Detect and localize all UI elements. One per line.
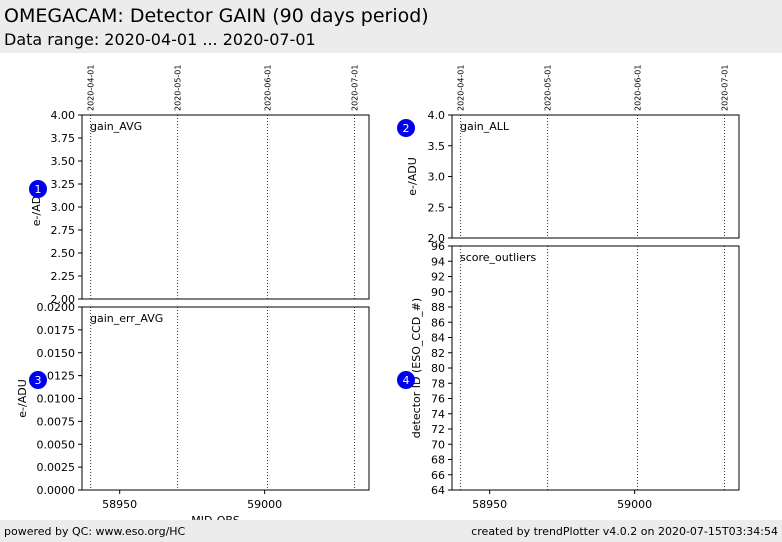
y-tick-label: 68 [431,454,445,467]
header-bar: OMEGACAM: Detector GAIN (90 days period)… [0,0,782,53]
axes-frame [81,306,370,491]
date-marker-label: 2020-04-01 [87,65,96,112]
axes-frame [451,114,740,239]
y-axis-label: detector ID (ESO_CCD_#) [410,298,423,438]
y-tick-label: 2.25 [51,270,76,283]
y-axis-label: e-/ADU [16,379,29,418]
y-tick-label: 2.5 [428,201,446,214]
panel-number-label: 3 [35,374,42,387]
panel-label: gain_err_AVG [90,312,163,325]
panel-label: gain_ALL [460,120,510,133]
y-tick-label: 84 [431,332,445,345]
y-tick-label: 78 [431,377,445,390]
y-tick-label: 3.0 [428,171,446,184]
panel-number-label: 4 [403,374,410,387]
y-tick-label: 3.75 [51,132,76,145]
y-tick-label: 82 [431,347,445,360]
y-tick-label: 94 [431,255,445,268]
footer-bar: powered by QC: www.eso.org/HC created by… [0,520,782,542]
date-marker-label: 2020-06-01 [634,65,643,112]
y-tick-label: 2.00 [51,293,76,306]
y-tick-label: 4.00 [51,109,76,122]
panel-score_outliers: 64 66 68 70 72 74 76 78 80 82 84 86 88 90 92 94 96 58950 5… [397,240,740,511]
y-tick-label: 3.00 [51,201,76,214]
y-tick-label: 90 [431,286,445,299]
date-marker-label: 2020-05-01 [544,65,553,112]
y-tick-label: 0.0050 [37,438,76,451]
axes-frame [451,245,740,491]
footer-credit: powered by QC: www.eso.org/HC [4,525,186,538]
date-marker-label: 2020-04-01 [457,65,466,112]
y-tick-label: 0.0200 [37,301,76,314]
y-tick-label: 88 [431,301,445,314]
y-tick-label: 2.75 [51,224,76,237]
date-marker-label: 2020-06-01 [264,65,273,112]
date-marker-label: 2020-05-01 [174,65,183,112]
y-tick-label: 80 [431,362,445,375]
y-tick-label: 0.0175 [37,324,76,337]
y-tick-label: 3.50 [51,155,76,168]
panel-number-marker [397,371,415,389]
x-tick-label: 58950 [472,498,507,511]
y-tick-label: 66 [431,469,445,482]
panel-number-marker [29,180,47,198]
panel-number-label: 1 [35,183,42,196]
axes-frame [81,114,370,300]
panel-label: gain_AVG [90,120,142,133]
page-title: OMEGACAM: Detector GAIN (90 days period) [4,5,429,27]
y-tick-label: 2.0 [428,232,446,245]
y-tick-label: 0.0100 [37,393,76,406]
panel-label: score_outliers [460,251,536,264]
y-tick-label: 0.0150 [37,347,76,360]
y-tick-label: 86 [431,316,445,329]
y-tick-label: 96 [431,240,445,253]
y-tick-label: 4.0 [428,109,446,122]
x-tick-label: 59000 [247,498,282,511]
date-marker-label: 2020-07-01 [351,65,360,112]
panel-number-marker [29,371,47,389]
y-tick-label: 3.5 [428,140,446,153]
y-tick-label: 92 [431,271,445,284]
y-tick-label: 72 [431,423,445,436]
y-axis-label: e-/ADU [406,157,419,196]
y-tick-label: 3.25 [51,178,76,191]
y-tick-label: 2.50 [51,247,76,260]
panel-number-label: 2 [403,122,410,135]
y-tick-label: 70 [431,438,445,451]
date-marker-label: 2020-07-01 [721,65,730,112]
y-tick-label: 0.0075 [37,415,76,428]
y-tick-label: 0.0000 [37,484,76,497]
y-tick-label: 64 [431,484,445,497]
y-tick-label: 76 [431,393,445,406]
footer-created-by: created by trendPlotter v4.0.2 on 2020-0… [471,525,778,538]
panel-number-marker [397,119,415,137]
y-tick-label: 74 [431,408,445,421]
y-tick-label: 0.0025 [37,461,76,474]
x-tick-label: 58950 [102,498,137,511]
panel-gain_ALL: 2020-04-01 2020-05-01 2020-06-01 2020-07-01… [397,65,740,245]
panel-gain_AVG: 2020-04-01 2020-05-01 2020-06-01 2020-07-01… [29,65,370,306]
data-range-subtitle: Data range: 2020-04-01 ... 2020-07-01 [4,30,316,49]
x-tick-label: 59000 [617,498,652,511]
panel-gain_err_AVG: 0.00000.00250.00500.00750.01000.01250.01… [16,301,370,527]
